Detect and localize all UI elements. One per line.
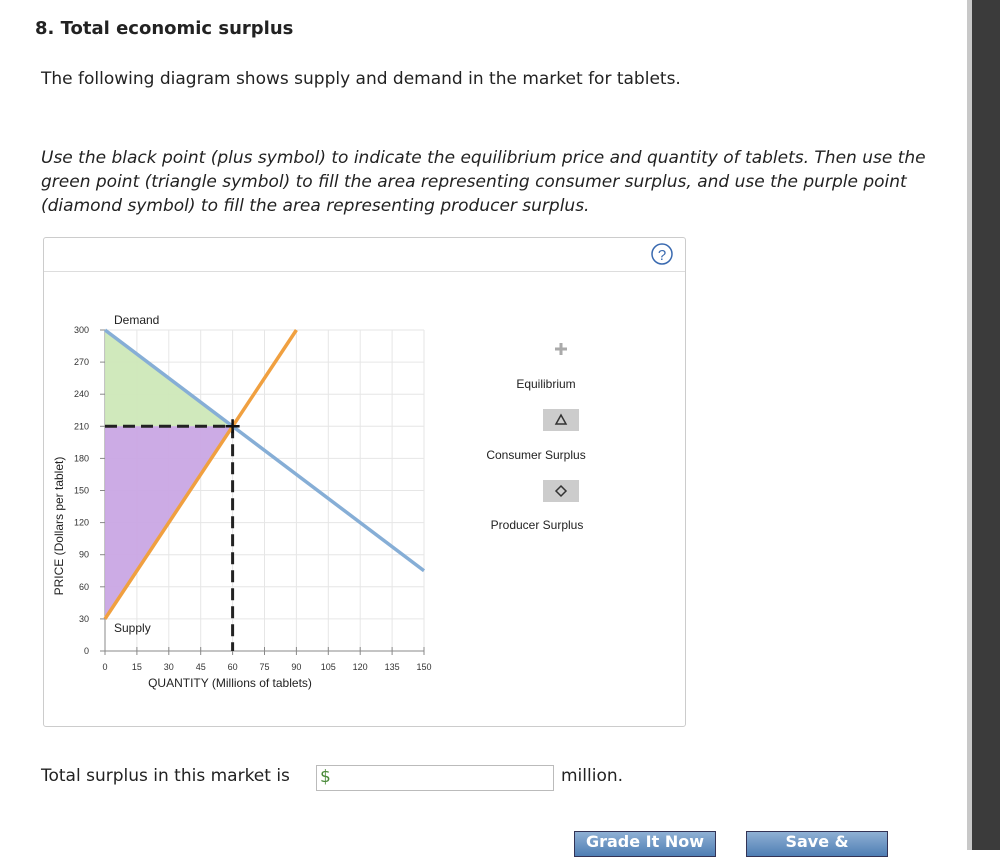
x-tick-label: 150	[416, 662, 431, 672]
save-button[interactable]: Save &	[746, 831, 888, 857]
y-tick-label: 150	[74, 486, 89, 496]
x-tick-label: 105	[321, 662, 336, 672]
x-axis-label: QUANTITY (Millions of tablets)	[148, 676, 312, 690]
curve-label: Supply	[114, 621, 151, 635]
curve-label: Demand	[114, 313, 159, 327]
instructions: Use the black point (plus symbol) to ind…	[41, 148, 926, 216]
y-tick-label: 90	[79, 550, 89, 560]
curve	[103, 328, 426, 573]
answer-prompt: Total surplus in this market is	[41, 766, 290, 786]
curve	[103, 329, 298, 620]
tool-producer[interactable]	[543, 480, 579, 502]
help-text[interactable]: ?	[658, 247, 666, 264]
tool-consumer[interactable]	[543, 409, 579, 431]
side-bar	[972, 0, 1000, 850]
tool-label: Consumer Surplus	[486, 448, 585, 462]
y-tick-label: 180	[74, 453, 89, 463]
tool-triangle[interactable]	[554, 413, 568, 425]
x-tick-label: 120	[353, 662, 368, 672]
x-tick-label: 135	[385, 662, 400, 672]
y-tick-label: 60	[79, 582, 89, 592]
scroll-edge	[967, 0, 972, 850]
equilibrium-point	[225, 419, 240, 434]
y-axis-label: PRICE (Dollars per tablet)	[52, 457, 66, 596]
x-tick-label: 0	[102, 662, 107, 672]
grade-button[interactable]: Grade It Now	[574, 831, 716, 857]
y-tick-label: 0	[84, 646, 89, 656]
intro-text: The following diagram shows supply and d…	[41, 69, 681, 89]
answer-unit: million.	[561, 766, 624, 786]
currency: $	[320, 767, 331, 787]
tool-label: Equilibrium	[516, 377, 575, 391]
tool-label: Producer Surplus	[491, 518, 584, 532]
y-tick-label: 240	[74, 389, 89, 399]
x-tick-label: 45	[196, 662, 206, 672]
y-tick-label: 210	[74, 421, 89, 431]
y-tick-label: 30	[79, 614, 89, 624]
tool-diamond[interactable]	[554, 484, 568, 498]
answer-input[interactable]: $	[316, 765, 554, 791]
x-tick-label: 60	[228, 662, 238, 672]
y-tick-label: 270	[74, 357, 89, 367]
x-tick-label: 75	[259, 662, 269, 672]
y-tick-label: 120	[74, 518, 89, 528]
tool-equilibrium[interactable]	[555, 343, 567, 355]
graph-frame	[43, 237, 686, 727]
y-tick-label: 300	[74, 325, 89, 335]
x-tick-label: 90	[291, 662, 301, 672]
x-tick-label: 15	[132, 662, 142, 672]
question-title: 8. Total economic surplus	[35, 18, 294, 39]
graph-header	[44, 238, 685, 272]
x-tick-label: 30	[164, 662, 174, 672]
help-icon[interactable]	[651, 243, 673, 265]
